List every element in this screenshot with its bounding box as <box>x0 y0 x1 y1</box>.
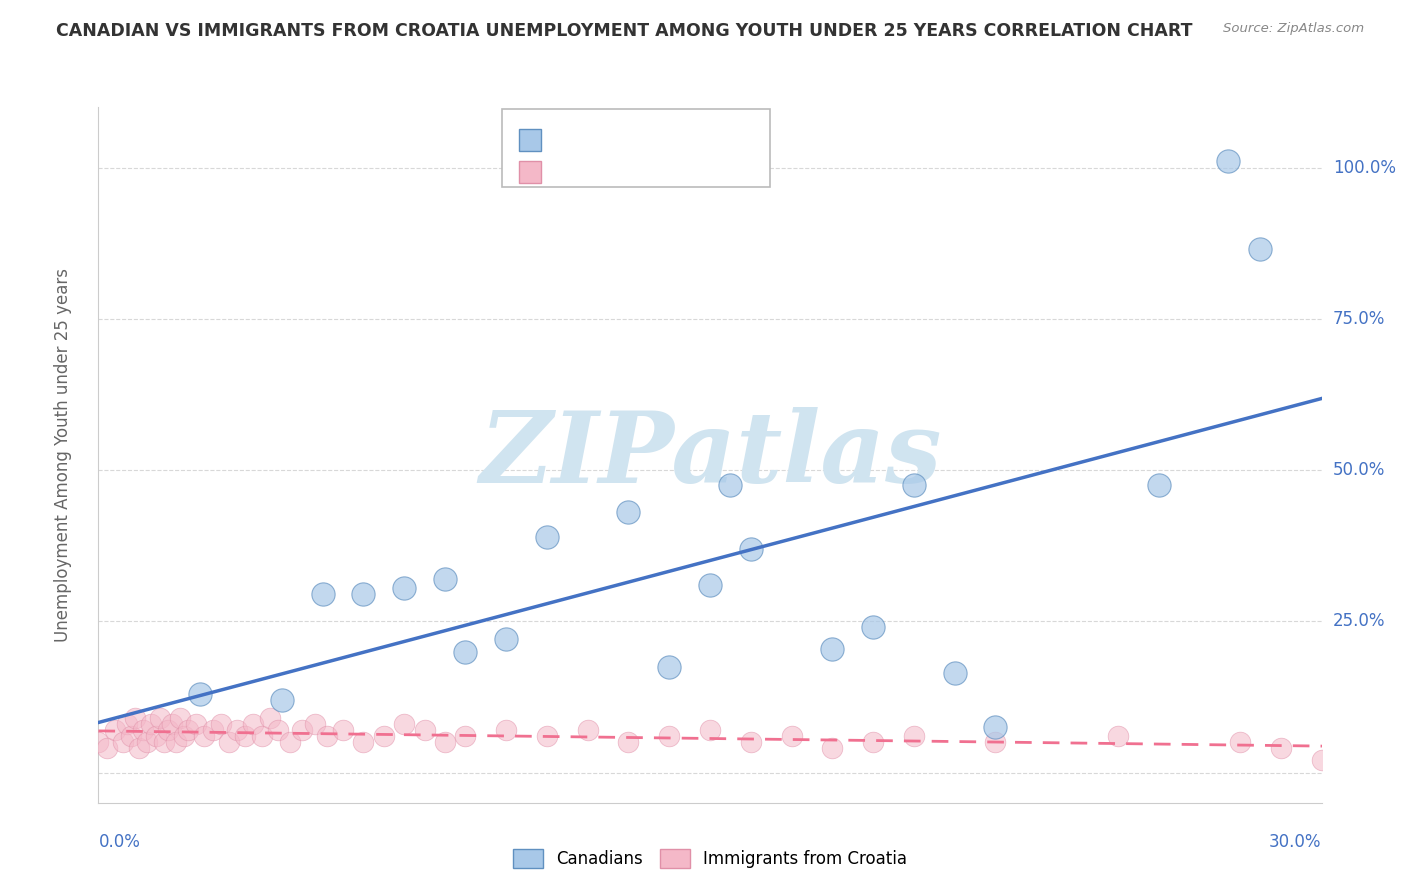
Point <box>332 723 354 738</box>
Text: 0.0%: 0.0% <box>98 833 141 851</box>
Point <box>1147 478 1170 492</box>
Point <box>454 644 477 658</box>
Point <box>188 687 212 701</box>
Point <box>111 735 134 749</box>
Point <box>312 587 335 601</box>
Legend: Canadians, Immigrants from Croatia: Canadians, Immigrants from Croatia <box>506 842 914 874</box>
Point <box>169 711 191 725</box>
Y-axis label: Unemployment Among Youth under 25 years: Unemployment Among Youth under 25 years <box>53 268 72 642</box>
Point <box>658 659 681 673</box>
Point <box>434 572 457 586</box>
Point <box>658 729 681 743</box>
Point <box>115 717 138 731</box>
Point <box>242 717 264 731</box>
Point <box>149 711 172 725</box>
Point <box>218 735 240 749</box>
Point <box>1216 154 1239 169</box>
Point <box>718 478 742 492</box>
Point <box>165 735 187 749</box>
Point <box>1310 754 1333 768</box>
Point <box>740 735 762 749</box>
Point <box>821 741 844 756</box>
Point <box>984 720 1007 734</box>
Point <box>862 735 884 749</box>
Point <box>1229 735 1251 749</box>
Point <box>352 587 374 601</box>
Text: 75.0%: 75.0% <box>1333 310 1385 327</box>
Point <box>152 735 174 749</box>
Point <box>576 723 599 738</box>
Point <box>141 717 163 731</box>
Point <box>740 541 762 556</box>
Point <box>434 735 457 749</box>
Point <box>304 717 326 731</box>
Text: R =   0.813   N = 22: R = 0.813 N = 22 <box>550 131 717 149</box>
Point <box>136 735 159 749</box>
Point <box>132 723 155 738</box>
Point <box>233 729 256 743</box>
Point <box>177 723 200 738</box>
Point <box>201 723 224 738</box>
Point <box>536 729 558 743</box>
Point <box>291 723 314 738</box>
Point <box>413 723 436 738</box>
Text: 50.0%: 50.0% <box>1333 461 1385 479</box>
Point <box>495 632 517 647</box>
Point <box>193 729 215 743</box>
Point <box>821 641 844 656</box>
Point <box>352 735 374 749</box>
Point <box>780 729 803 743</box>
Point <box>1107 729 1129 743</box>
Text: R = -0.040   N = 58: R = -0.040 N = 58 <box>550 163 713 181</box>
Point <box>278 735 301 749</box>
Point <box>104 723 127 738</box>
Point <box>209 717 232 731</box>
Point <box>536 530 558 544</box>
Point <box>270 693 294 707</box>
Point <box>315 729 337 743</box>
Point <box>1270 741 1292 756</box>
Point <box>1249 242 1271 256</box>
Point <box>984 735 1007 749</box>
Point <box>617 505 640 519</box>
Point <box>173 729 195 743</box>
Point <box>186 717 208 731</box>
Text: Source: ZipAtlas.com: Source: ZipAtlas.com <box>1223 22 1364 36</box>
Point <box>862 620 884 634</box>
Point <box>128 741 150 756</box>
Point <box>373 729 395 743</box>
Point <box>943 665 966 680</box>
Point <box>454 729 477 743</box>
Text: 25.0%: 25.0% <box>1333 612 1385 631</box>
Text: CANADIAN VS IMMIGRANTS FROM CROATIA UNEMPLOYMENT AMONG YOUTH UNDER 25 YEARS CORR: CANADIAN VS IMMIGRANTS FROM CROATIA UNEM… <box>56 22 1192 40</box>
Point <box>160 717 183 731</box>
Text: 100.0%: 100.0% <box>1333 159 1396 177</box>
Point <box>903 729 925 743</box>
Point <box>156 723 179 738</box>
Point <box>145 729 167 743</box>
Point <box>392 717 416 731</box>
Point <box>617 735 640 749</box>
Point <box>267 723 290 738</box>
Text: 30.0%: 30.0% <box>1270 833 1322 851</box>
Point <box>124 711 146 725</box>
Point <box>903 478 925 492</box>
Point <box>87 735 110 749</box>
Point <box>120 729 142 743</box>
Point <box>392 581 416 595</box>
Point <box>226 723 249 738</box>
Point <box>699 578 721 592</box>
Point <box>96 741 118 756</box>
Text: ZIPatlas: ZIPatlas <box>479 407 941 503</box>
Point <box>495 723 517 738</box>
Point <box>250 729 273 743</box>
Point <box>699 723 721 738</box>
Point <box>259 711 281 725</box>
